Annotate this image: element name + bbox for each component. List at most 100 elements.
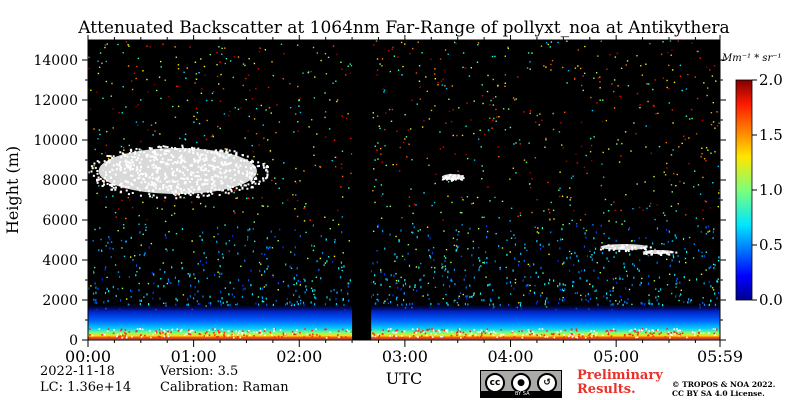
aerosol-speck bbox=[431, 328, 433, 330]
aerosol-speck bbox=[635, 336, 637, 339]
noise-speck bbox=[481, 94, 484, 97]
aerosol-plume-speck bbox=[677, 254, 679, 258]
aerosol-speck bbox=[167, 330, 169, 333]
date-text: 2022-11-18 bbox=[40, 364, 115, 379]
noise-speck bbox=[591, 109, 594, 112]
cloud-speck bbox=[118, 163, 121, 166]
cloud-speck bbox=[189, 194, 192, 197]
noise-speck bbox=[504, 82, 506, 84]
noise-speck bbox=[149, 46, 151, 48]
noise-speck bbox=[502, 108, 505, 110]
cloud-speck bbox=[244, 166, 247, 169]
cloud-speck bbox=[194, 175, 197, 178]
cloud-speck bbox=[196, 195, 199, 198]
aerosol-speck bbox=[123, 332, 126, 334]
aerosol-speck bbox=[455, 332, 458, 334]
noise-speck bbox=[430, 266, 433, 269]
cloud-speck bbox=[618, 247, 621, 250]
aerosol-plume-speck bbox=[192, 297, 195, 300]
aerosol-speck bbox=[240, 331, 243, 334]
aerosol-plume-speck bbox=[275, 299, 277, 302]
noise-speck bbox=[224, 287, 227, 289]
aerosol-plume-speck bbox=[428, 249, 430, 252]
cloud-speck bbox=[130, 150, 133, 153]
aerosol-plume-speck bbox=[395, 282, 397, 285]
noise-speck bbox=[590, 256, 592, 258]
noise-speck bbox=[255, 87, 257, 90]
aerosol-speck bbox=[492, 330, 495, 333]
noise-speck bbox=[447, 181, 450, 183]
aerosol-speck bbox=[645, 331, 647, 334]
noise-speck bbox=[383, 89, 386, 91]
noise-speck bbox=[495, 108, 497, 111]
noise-speck bbox=[121, 112, 123, 114]
aerosol-plume-speck bbox=[469, 284, 471, 287]
noise-speck bbox=[140, 140, 142, 143]
cloud-speck bbox=[640, 247, 643, 250]
noise-speck bbox=[570, 253, 573, 255]
aerosol-speck bbox=[637, 332, 639, 334]
noise-speck bbox=[384, 112, 387, 114]
noise-speck bbox=[270, 112, 272, 114]
aerosol-speck bbox=[422, 330, 424, 332]
aerosol-plume-speck bbox=[559, 298, 561, 301]
cloud-speck bbox=[192, 151, 195, 154]
aerosol-plume-speck bbox=[413, 226, 415, 229]
aerosol-speck bbox=[312, 333, 314, 336]
noise-speck bbox=[671, 191, 673, 193]
aerosol-speck bbox=[205, 331, 208, 333]
noise-speck bbox=[336, 209, 339, 212]
noise-speck bbox=[408, 196, 411, 198]
aerosol-speck bbox=[560, 330, 562, 333]
cloud-speck bbox=[246, 173, 249, 176]
cloud-speck bbox=[155, 196, 158, 199]
copyright-line1: © TROPOS & NOA 2022. bbox=[672, 380, 776, 389]
aerosol-plume-speck bbox=[316, 260, 318, 263]
aerosol-plume-speck bbox=[216, 226, 219, 229]
cloud-speck bbox=[162, 161, 165, 164]
noise-speck bbox=[429, 255, 431, 257]
aerosol-plume-speck bbox=[524, 243, 526, 246]
noise-speck bbox=[561, 238, 564, 241]
y-axis-label: Height (m) bbox=[3, 146, 22, 234]
noise-speck bbox=[519, 212, 521, 214]
noise-speck bbox=[189, 46, 191, 48]
noise-speck bbox=[613, 201, 615, 203]
aerosol-speck bbox=[666, 328, 668, 330]
noise-speck bbox=[703, 82, 705, 84]
noise-speck bbox=[666, 86, 668, 89]
aerosol-speck bbox=[441, 335, 443, 338]
noise-speck bbox=[296, 215, 299, 218]
noise-speck bbox=[388, 108, 391, 111]
aerosol-speck bbox=[281, 336, 283, 338]
noise-speck bbox=[204, 206, 207, 208]
cloud-speck bbox=[115, 186, 118, 189]
noise-speck bbox=[552, 209, 555, 212]
cloud-speck bbox=[138, 176, 141, 179]
aerosol-speck bbox=[199, 333, 202, 335]
noise-speck bbox=[494, 196, 496, 199]
aerosol-plume-speck bbox=[574, 251, 576, 255]
noise-speck bbox=[224, 148, 226, 150]
aerosol-speck bbox=[460, 336, 462, 339]
aerosol-plume-speck bbox=[127, 303, 129, 306]
aerosol-speck bbox=[570, 329, 573, 331]
noise-speck bbox=[160, 97, 162, 100]
aerosol-plume-speck bbox=[651, 242, 654, 245]
aerosol-plume-speck bbox=[318, 268, 320, 271]
noise-speck bbox=[115, 295, 117, 297]
cloud-speck bbox=[147, 189, 150, 192]
cloud-speck bbox=[156, 177, 159, 180]
noise-speck bbox=[492, 104, 495, 106]
cloud-speck bbox=[150, 183, 153, 186]
cloud-speck bbox=[186, 169, 189, 172]
noise-speck bbox=[196, 141, 198, 144]
aerosol-speck bbox=[311, 329, 313, 332]
aerosol-speck bbox=[263, 330, 266, 332]
noise-speck bbox=[390, 120, 393, 122]
cloud-speck bbox=[199, 155, 202, 158]
cloud-speck bbox=[190, 171, 193, 174]
noise-speck bbox=[94, 266, 96, 269]
aerosol-plume-speck bbox=[619, 277, 621, 280]
noise-speck bbox=[299, 284, 302, 286]
